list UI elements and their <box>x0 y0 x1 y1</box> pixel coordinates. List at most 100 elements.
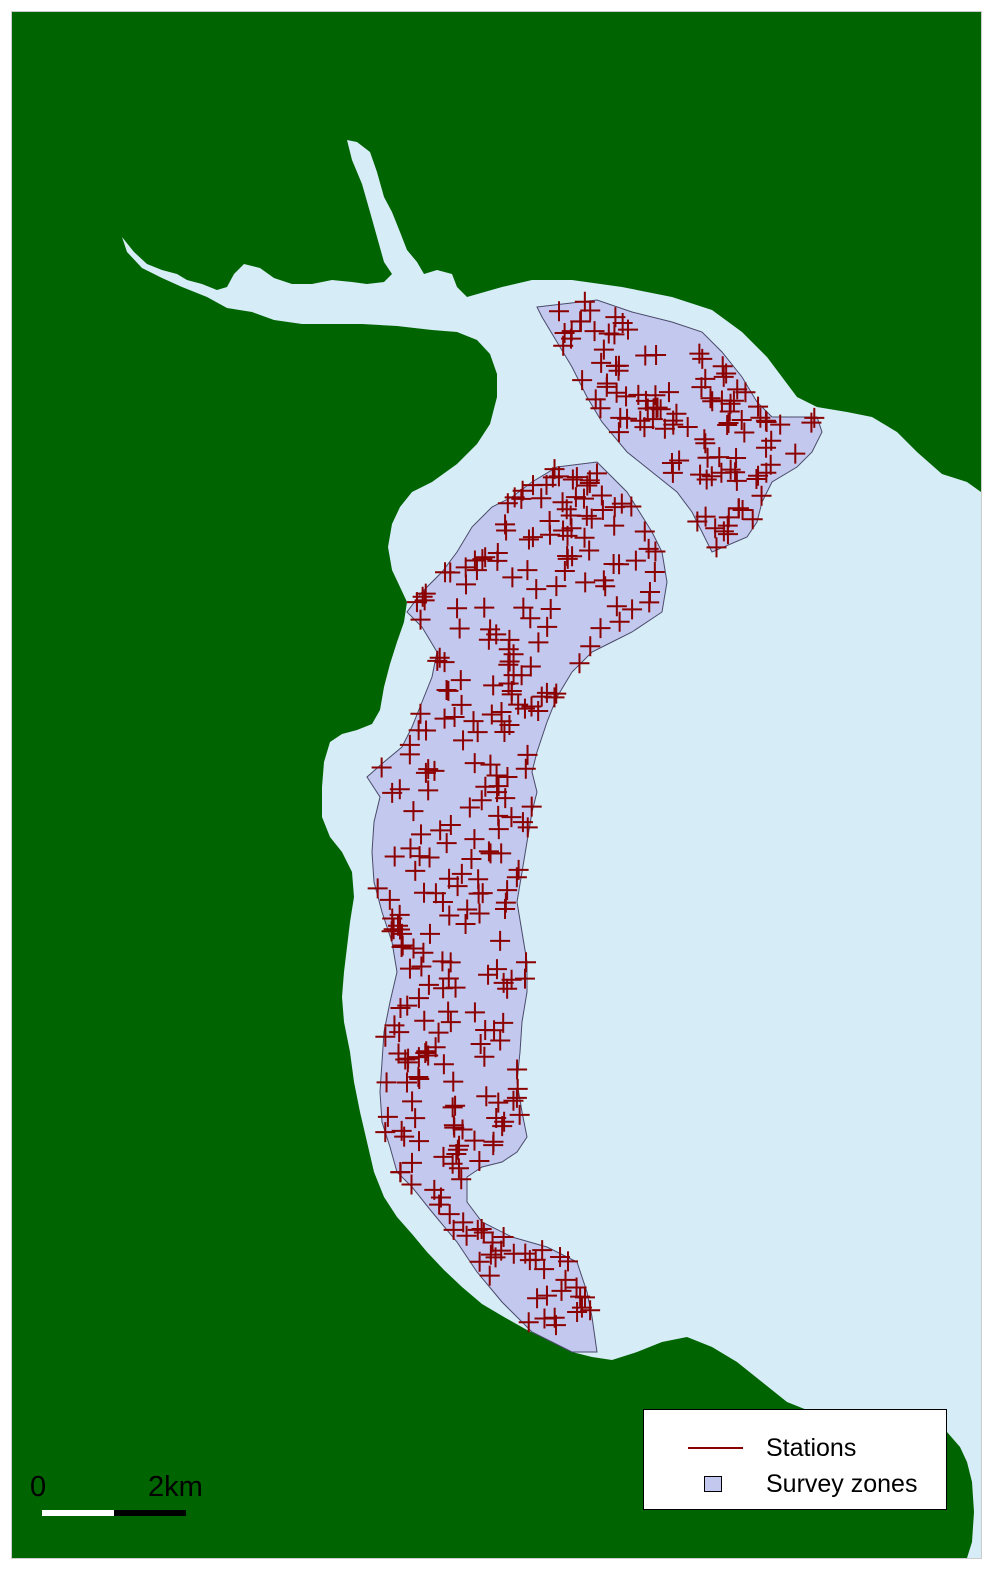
station-marker <box>562 469 583 490</box>
survey-zone-central <box>366 461 668 1353</box>
station-marker <box>512 812 533 833</box>
station-marker <box>742 509 763 530</box>
station-marker <box>523 475 544 496</box>
station-marker <box>748 465 769 486</box>
station-marker <box>415 762 436 783</box>
station-marker <box>726 448 747 469</box>
station-marker <box>516 952 537 973</box>
station-marker <box>528 632 549 653</box>
station-marker <box>464 550 485 571</box>
station-marker <box>430 820 451 841</box>
station-marker <box>503 644 524 665</box>
station-marker <box>445 977 466 998</box>
station-marker <box>491 702 512 722</box>
station-marker <box>451 1169 472 1190</box>
station-marker <box>408 988 429 1009</box>
station-marker <box>645 385 666 406</box>
station-marker <box>695 433 716 454</box>
station-marker <box>416 720 437 741</box>
station-marker <box>403 938 424 959</box>
station-marker <box>514 968 535 989</box>
station-marker <box>424 760 445 781</box>
station-marker <box>474 597 495 618</box>
station-marker <box>469 1151 490 1172</box>
station-marker <box>377 1106 398 1127</box>
station-marker <box>513 597 534 618</box>
station-marker <box>606 596 627 617</box>
station-marker <box>400 838 421 859</box>
station-marker <box>464 753 485 774</box>
station-marker <box>497 880 518 901</box>
station-marker <box>511 665 532 686</box>
station-marker <box>468 883 489 904</box>
station-marker <box>480 843 501 864</box>
station-marker <box>630 410 651 431</box>
station-marker <box>375 1122 396 1143</box>
map-canvas[interactable] <box>11 11 982 1559</box>
scale-segment-black <box>114 1510 186 1516</box>
station-marker <box>717 414 738 435</box>
station-marker <box>692 348 713 369</box>
station-marker <box>590 618 611 639</box>
station-marker <box>418 780 439 801</box>
station-marker <box>540 599 561 620</box>
station-marker <box>446 1143 467 1164</box>
station-marker <box>391 1120 412 1141</box>
station-marker <box>801 412 822 433</box>
station-marker <box>405 1108 426 1129</box>
station-marker <box>469 1251 490 1272</box>
station-marker <box>392 935 413 956</box>
legend-label-survey-zones: Survey zones <box>766 1470 918 1498</box>
station-marker <box>475 547 496 568</box>
station-marker <box>511 488 532 509</box>
legend-item-stations: Stations <box>644 1430 946 1466</box>
station-marker <box>622 599 643 620</box>
station-marker <box>553 335 574 356</box>
station-marker <box>473 1222 494 1243</box>
station-marker <box>591 485 612 506</box>
station-marker <box>756 412 777 433</box>
station-marker <box>391 937 412 958</box>
survey-zones-swatch <box>704 1476 722 1492</box>
station-marker <box>444 707 465 728</box>
station-marker <box>486 765 507 786</box>
station-marker <box>390 1162 411 1183</box>
station-marker <box>574 291 595 312</box>
station-marker <box>367 878 388 899</box>
station-marker <box>443 1219 464 1240</box>
station-marker <box>413 942 434 963</box>
station-marker <box>414 1010 435 1031</box>
station-marker <box>449 1135 470 1156</box>
station-marker <box>445 1095 466 1116</box>
station-marker <box>565 487 586 508</box>
station-marker <box>405 860 426 881</box>
station-marker <box>616 386 637 407</box>
station-marker <box>495 514 516 535</box>
station-marker <box>709 447 730 468</box>
station-marker <box>443 1071 464 1092</box>
station-marker <box>572 370 593 391</box>
station-marker <box>507 1059 528 1080</box>
station-marker <box>419 923 440 944</box>
station-marker <box>493 1227 514 1248</box>
station-marker <box>705 518 726 539</box>
station-marker <box>586 463 607 484</box>
station-marker <box>501 969 522 990</box>
station-marker <box>522 527 543 548</box>
station-marker <box>425 883 446 904</box>
map-legend: Stations Survey zones <box>643 1409 947 1510</box>
station-marker <box>628 384 649 405</box>
station-marker <box>449 618 470 639</box>
station-marker <box>416 1041 437 1062</box>
station-marker <box>451 863 472 884</box>
station-marker <box>440 952 461 973</box>
station-marker <box>451 694 472 715</box>
station-marker <box>712 356 733 377</box>
station-marker <box>475 776 496 797</box>
station-marker <box>748 396 769 417</box>
station-marker <box>399 958 420 979</box>
station-marker <box>518 529 539 550</box>
station-marker <box>527 1288 548 1309</box>
station-marker <box>720 459 741 480</box>
station-marker <box>542 467 563 488</box>
